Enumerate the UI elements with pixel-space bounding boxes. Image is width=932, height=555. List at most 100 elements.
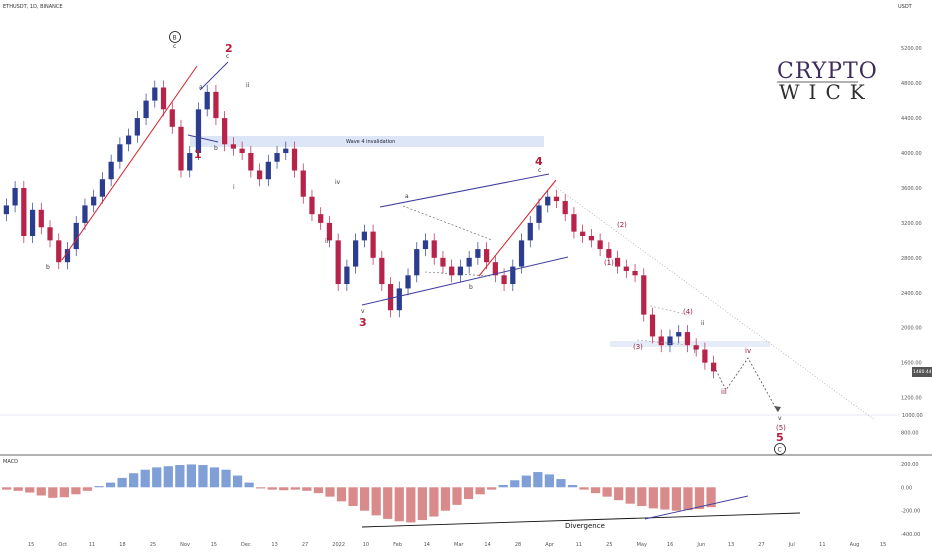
macd-bar [660,487,670,510]
candle-body [597,240,603,250]
price-axis[interactable]: 5200.00 4800.00 4400.00 4000.00 3600.00 3200.… [901,46,922,436]
time-tick: 14 [424,542,430,548]
wave-label-2: 2 [225,42,233,55]
macd-bar [510,480,520,488]
candle-body [230,144,237,149]
wave-label-i: i [233,184,235,191]
candle-body [440,257,446,267]
candle-body [623,266,629,271]
wave-label-c-2: c [226,53,229,60]
candle-body [711,362,717,372]
divergence-line-blue [644,495,749,520]
candle-body [108,161,114,180]
price-tick: 5200.00 [901,46,922,52]
candle-body [56,240,62,263]
macd-bar [625,487,635,504]
time-tick: 14 [484,542,490,548]
time-tick: 18 [119,542,125,548]
trendline-red-1 [61,65,198,261]
wave-label-5: 5 [776,431,784,444]
time-tick: 10 [363,542,369,548]
macd-axis: 200.00 0.00 -200.00 -400.00 [901,462,920,538]
time-tick: Oct [58,542,67,548]
cryptowick-logo: CRYPTO WICK [777,59,877,104]
time-tick: 25 [606,542,612,548]
candle-body [457,266,464,276]
macd-bar [452,487,462,505]
price-tick: 4800.00 [901,81,922,87]
projection-arrow [774,406,781,412]
time-tick: May [637,542,647,548]
candle-body [152,87,158,101]
price-tick: 800.00 [901,431,919,437]
time-tick: Apr [545,542,555,548]
macd-bar [336,487,347,502]
candle-body [256,170,263,180]
candle-body [274,153,280,162]
wave-labels: B c 2 c a b 1 b i ii iii iv v 3 a b 4 c … [46,31,786,455]
macd-bar [706,487,716,508]
macd-bar [256,487,266,489]
macd-bar [82,487,93,491]
time-tick: 11 [89,542,95,548]
candle-body [344,266,350,285]
macd-bar [590,487,601,494]
price-tick: 2000.00 [901,326,922,332]
macd-bar [394,487,404,522]
macd-bar [267,487,277,490]
wave-label-4: 4 [535,155,543,168]
time-tick: 16 [667,542,673,548]
candle-body [676,332,682,337]
candle-body [178,126,184,171]
candle-body [641,275,647,315]
macd-bar [59,487,69,498]
macd-bar [429,487,439,517]
current-price-tag [912,367,932,377]
wave-label-v: v [361,308,365,315]
wave-label-b-2: b [469,284,473,291]
time-tick: 11 [819,542,825,548]
time-tick: Jul [788,542,795,548]
trendline-blue-small [187,134,219,143]
time-tick: Feb [393,542,402,548]
candle-body [431,240,437,258]
candle-body [562,201,568,215]
trendline-blue-small-2 [199,61,229,91]
time-tick: Dec [241,542,251,548]
candle-body [353,240,359,267]
macd-bar [406,487,416,523]
macd-bar [533,472,543,488]
wave-label-c-4: c [538,167,541,174]
symbol-header: ETHUSDT, 1D, BINANCE [3,4,63,10]
wave-label-(2): (2) [617,221,627,229]
macd-bar [302,487,312,491]
wave-label-B: B [173,35,177,42]
zone-label: Wave 4 invalidation [346,139,395,145]
candle-body [536,205,542,223]
indicator-name: MACD [3,459,18,465]
candle-body [492,262,498,276]
macd-bar [186,464,197,488]
candle-body [553,196,560,202]
macd-bar [440,487,451,511]
candle-body [160,87,167,110]
macd-bar [694,487,705,509]
macd-bar [163,466,173,488]
macd-bar [648,487,658,509]
candle-body [414,249,420,276]
channel-upper [379,173,550,208]
macd-bar [313,487,324,494]
wave-label-iv: iv [335,179,341,186]
macd-bar [671,487,682,511]
candle-body [614,257,621,267]
current-price-value: 1480.44 [913,369,932,375]
time-tick: 25 [150,542,156,548]
candle-body [291,148,298,171]
time-tick: Mar [454,542,464,548]
svg-text:WICK: WICK [779,80,874,104]
wave-label-iii-b: iii [721,388,727,396]
time-axis[interactable]: 15 Oct 11 18 25 Nov 15 Dec 13 27 2022 10 Feb 14 Mar 14 2… [28,542,886,548]
macd-bar [579,487,589,490]
wave-label-(3): (3) [633,343,643,351]
